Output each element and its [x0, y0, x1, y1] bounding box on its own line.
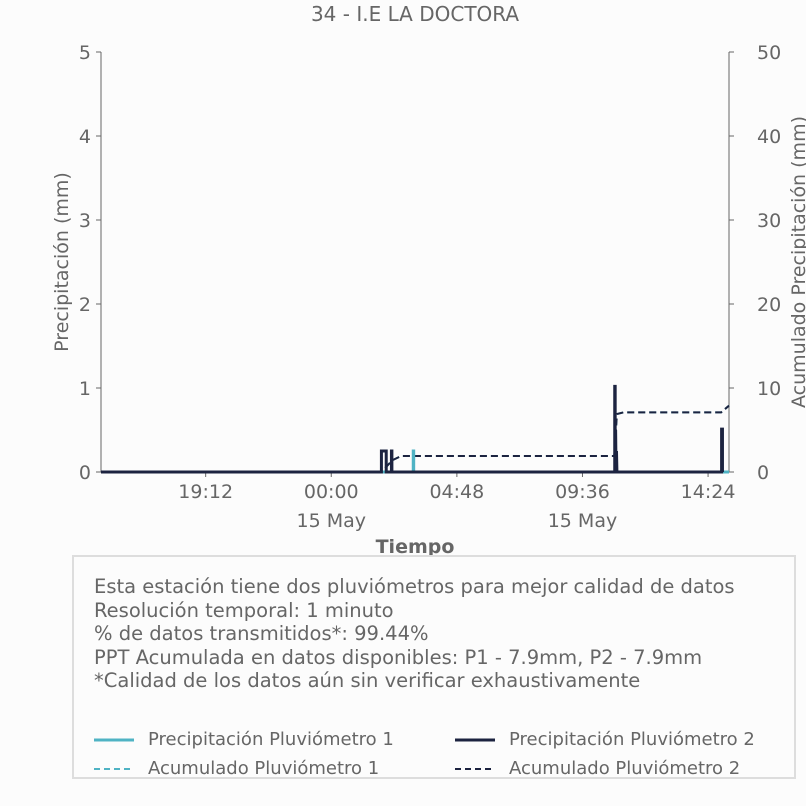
x-tick-label: 04:48 — [429, 481, 484, 503]
y2-tick-label: 20 — [757, 294, 781, 316]
y-tick-label: 0 — [79, 462, 91, 484]
legend-swatch-precip-1 — [94, 738, 134, 742]
legend-label-accum-1: Acumulado Pluviómetro 1 — [148, 758, 380, 779]
y2-axis-label: Acumulado Precipitación (mm) — [788, 116, 806, 408]
info-panel: Esta estación tiene dos pluviómetros par… — [72, 555, 796, 779]
rain-chart: 34 - I.E LA DOCTORA 0123450102030405019:… — [51, 2, 806, 558]
x-tick-sublabel: 15 May — [548, 510, 618, 532]
y2-tick-label: 0 — [757, 462, 769, 484]
series-line-precipitaci-n-pluvi-metro-1 — [101, 449, 729, 474]
series-layer — [101, 384, 730, 474]
info-line: % de datos transmitidos*: 99.44% — [94, 622, 429, 646]
x-tick-label: 09:36 — [555, 481, 610, 503]
x-axis-label: Tiempo — [376, 536, 455, 558]
y-axis-label: Precipitación (mm) — [51, 172, 73, 352]
x-tick-label: 00:00 — [304, 481, 359, 503]
y-tick-label: 1 — [79, 378, 91, 400]
y-tick-label: 3 — [79, 210, 91, 232]
legend-swatch-precip-2 — [455, 738, 495, 742]
legend-label-precip-1: Precipitación Pluviómetro 1 — [148, 729, 394, 750]
chart-title: 34 - I.E LA DOCTORA — [311, 2, 519, 26]
legend-swatch-accum-1 — [94, 768, 134, 770]
y2-tick-label: 40 — [757, 126, 781, 148]
y-tick-label: 2 — [79, 294, 91, 316]
y2-tick-label: 10 — [757, 378, 781, 400]
info-text: Esta estación tiene dos pluviómetros par… — [94, 575, 735, 693]
info-line: *Calidad de los datos aún sin verificar … — [94, 669, 641, 693]
y2-tick-label: 30 — [757, 210, 781, 232]
x-tick-label: 14:24 — [681, 481, 736, 503]
x-tick-sublabel: 15 May — [297, 510, 367, 532]
x-tick-label: 19:12 — [178, 481, 233, 503]
y-tick-label: 4 — [79, 126, 91, 148]
series-line-precipitaci-n-pluvi-metro-2 — [101, 384, 724, 474]
y-tick-label: 5 — [79, 42, 91, 64]
info-line: Esta estación tiene dos pluviómetros par… — [94, 575, 735, 598]
legend-swatch-accum-2 — [455, 768, 495, 770]
legend-label-accum-2: Acumulado Pluviómetro 2 — [509, 758, 741, 779]
info-line: PPT Acumulada en datos disponibles: P1 -… — [94, 645, 703, 669]
info-line: Resolución temporal: 1 minuto — [94, 598, 394, 622]
legend-label-precip-2: Precipitación Pluviómetro 2 — [509, 729, 755, 750]
y2-tick-label: 50 — [757, 42, 781, 64]
